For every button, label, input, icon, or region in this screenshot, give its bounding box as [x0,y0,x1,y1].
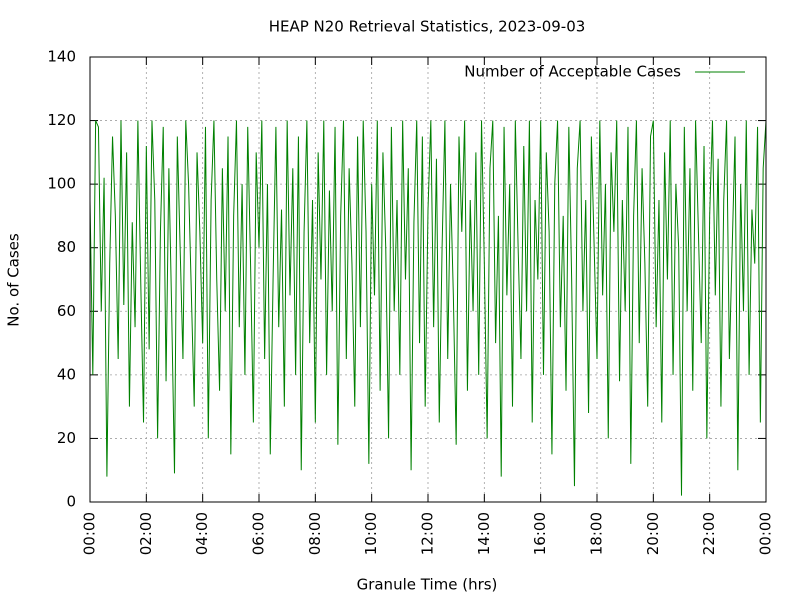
x-tick-label: 06:00 [250,512,268,555]
y-tick-label: 120 [47,111,76,129]
x-tick-label: 04:00 [193,512,211,555]
x-axis-label: Granule Time (hrs) [357,576,498,594]
plot-frame [89,56,767,503]
data-line [89,120,767,496]
x-tick-label: 10:00 [362,512,380,555]
x-tick-label: 12:00 [419,512,437,555]
x-tick-label: 22:00 [700,512,718,555]
y-tick-label: 0 [66,493,76,511]
y-axis-label: No. of Cases [5,233,23,327]
x-tick-label: 14:00 [475,512,493,555]
y-tick-label: 80 [57,238,76,256]
x-tick-label: 16:00 [531,512,549,555]
y-tick-label: 100 [47,175,76,193]
x-tick-label: 20:00 [644,512,662,555]
legend-label: Number of Acceptable Cases [464,63,681,81]
y-tick-label: 40 [57,365,76,383]
y-tick-label: 20 [57,429,76,447]
chart-title: HEAP N20 Retrieval Statistics, 2023-09-0… [269,18,586,36]
y-tick-label: 60 [57,302,76,320]
x-tick-label: 02:00 [137,512,155,555]
y-tick-label: 140 [47,48,76,66]
x-tick-label: 18:00 [588,512,606,555]
x-tick-label: 00:00 [757,512,775,555]
x-tick-label: 08:00 [306,512,324,555]
x-tick-label: 00:00 [81,512,99,555]
